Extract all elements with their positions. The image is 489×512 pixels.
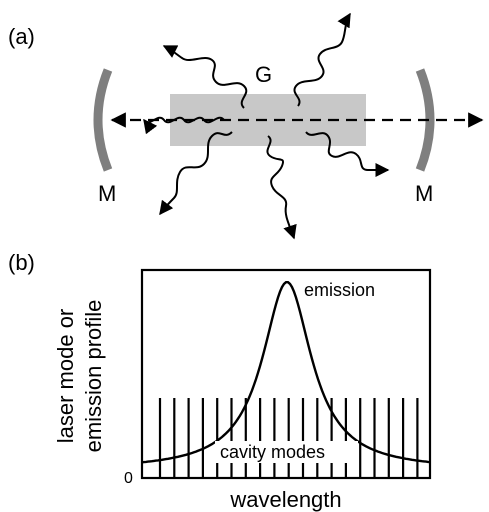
- plot-frame: [140, 268, 432, 480]
- wavy-arrow-down: [266, 135, 297, 240]
- spontaneous-emission-arrows: [143, 12, 390, 240]
- mirror-left-label: M: [98, 181, 116, 206]
- left-mirror: [93, 68, 113, 172]
- emission-profile-curve: [141, 281, 431, 464]
- wavy-arrow-down-right: [305, 131, 390, 177]
- panel-a-label: (a): [8, 24, 35, 49]
- modes-label-bg: [215, 441, 358, 463]
- cavity-mode-lines: [158, 398, 419, 478]
- y-axis-label: laser mode or emission profile: [53, 300, 106, 453]
- zero-label: 0: [124, 470, 133, 487]
- wavy-arrow-up-right: [293, 12, 351, 107]
- wavy-arrow-left: [143, 116, 225, 135]
- y-axis-label-line2: emission profile: [81, 300, 106, 453]
- gain-label: G: [255, 62, 272, 87]
- wavy-arrow-up-left: [162, 45, 248, 109]
- mirror-right-label: M: [415, 181, 433, 206]
- emission-label: emission: [304, 280, 375, 300]
- wavy-arrow-down-left: [159, 131, 233, 216]
- x-axis-label: wavelength: [229, 487, 341, 512]
- panel-b-label: (b): [8, 250, 35, 275]
- y-axis-label-line1: laser mode or: [53, 309, 78, 444]
- modes-label: cavity modes: [220, 442, 325, 462]
